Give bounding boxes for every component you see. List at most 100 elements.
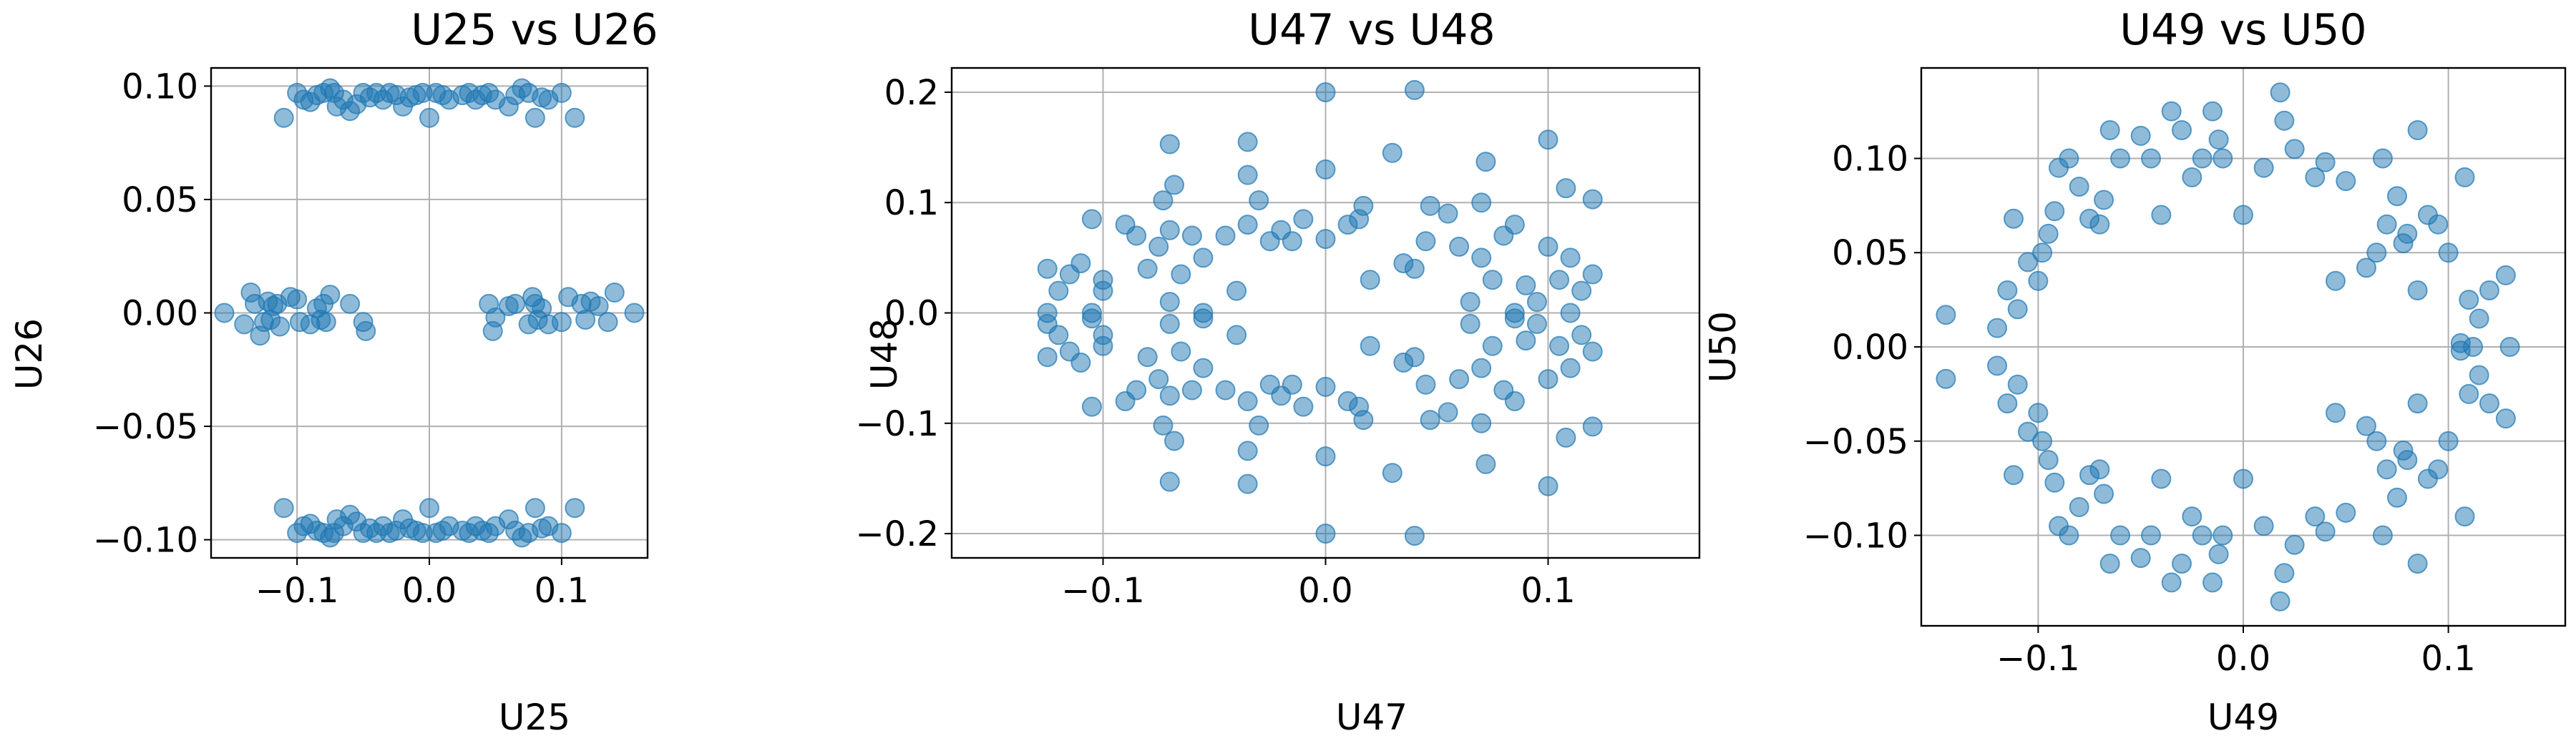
data-point: [1293, 396, 1314, 417]
data-point: [1349, 396, 1370, 417]
data-point: [1081, 396, 1102, 417]
data-point: [2018, 252, 2039, 273]
data-point: [1582, 264, 1603, 285]
data-point: [1159, 471, 1180, 492]
data-point: [234, 314, 255, 335]
data-point: [1181, 225, 1202, 246]
data-point: [2305, 167, 2326, 187]
data-point: [1538, 369, 1558, 390]
data-point: [1115, 215, 1136, 235]
data-point: [1171, 264, 1191, 285]
data-point: [482, 320, 503, 341]
data-point: [1475, 152, 1496, 172]
data-point: [340, 293, 361, 314]
data-point: [1571, 325, 1592, 345]
data-point: [1037, 258, 1058, 279]
data-point: [565, 498, 585, 519]
data-point: [2212, 148, 2233, 169]
data-point: [2372, 525, 2393, 546]
data-point: [1571, 280, 1592, 301]
data-point: [1997, 280, 2018, 300]
data-point: [1093, 335, 1113, 356]
data-point: [2407, 393, 2428, 414]
data-point: [2284, 534, 2305, 555]
data-point: [1549, 335, 1570, 356]
data-point: [2212, 525, 2233, 546]
data-point: [2356, 416, 2376, 436]
subplot-u25-vs-u26: −0.1 0.0 0.1 −0.10 −0.05 0.00 0.05 0.10 U25 vs …: [9, 5, 658, 738]
data-point: [2284, 139, 2305, 159]
data-point: [2003, 208, 2024, 229]
data-point: [1471, 192, 1492, 213]
data-point: [2130, 125, 2151, 146]
data-point: [2315, 521, 2336, 542]
data-point: [1549, 270, 1570, 290]
data-point: [214, 303, 235, 323]
data-point: [1115, 391, 1136, 411]
data-point: [2028, 270, 2049, 291]
data-point: [525, 498, 545, 519]
data-point: [1137, 258, 1158, 279]
data-point: [1471, 413, 1492, 433]
data-point: [419, 107, 439, 128]
data-point: [2274, 563, 2295, 584]
data-point: [2079, 465, 2100, 486]
data-point: [2233, 205, 2253, 225]
data-point: [2325, 270, 2346, 291]
data-point: [2110, 525, 2131, 546]
data-point: [2479, 280, 2499, 300]
x-tick-label: −0.1: [1061, 571, 1145, 611]
data-point: [2336, 171, 2356, 192]
data-point: [1415, 374, 1436, 395]
data-point: [1482, 270, 1503, 290]
data-point: [2079, 208, 2100, 229]
data-point: [522, 287, 543, 308]
data-point: [1315, 446, 1336, 467]
y-tick-label: −0.05: [93, 407, 198, 447]
x-axis-label: U49: [2207, 697, 2279, 738]
data-point: [1159, 386, 1180, 406]
data-point: [2049, 157, 2069, 178]
data-point: [624, 303, 645, 323]
data-point: [2469, 365, 2489, 386]
y-tick-label: 0.2: [884, 73, 939, 113]
x-axis-label: U25: [499, 697, 570, 738]
y-tick-label: 0.00: [122, 294, 198, 334]
data-point: [1936, 305, 1956, 325]
y-tick-label: −0.05: [1803, 422, 1908, 462]
data-point: [2018, 421, 2039, 442]
x-tick-label: 0.0: [402, 571, 457, 611]
y-axis-label: U48: [864, 318, 905, 390]
y-axis-label: U50: [1702, 311, 1744, 383]
data-point: [1438, 203, 1458, 224]
data-point: [1516, 330, 1536, 351]
data-point: [2495, 265, 2516, 285]
x-tick-label: 0.0: [2216, 639, 2270, 679]
data-point: [2438, 242, 2459, 263]
data-point: [1159, 134, 1180, 154]
data-point: [2192, 148, 2212, 169]
data-point: [1582, 416, 1603, 437]
data-point: [2049, 516, 2069, 536]
data-point: [2417, 468, 2438, 489]
data-point: [1237, 441, 1258, 461]
data-point: [2393, 233, 2414, 254]
data-point: [2007, 299, 2028, 320]
data-point: [1420, 410, 1440, 431]
data-point: [1048, 280, 1069, 301]
data-point: [1293, 209, 1314, 230]
data-point: [1360, 270, 1380, 290]
data-point: [2469, 308, 2489, 329]
y-axis-label: U26: [9, 318, 50, 390]
x-tick-label: 0.1: [1521, 571, 1575, 611]
data-point: [2094, 484, 2114, 504]
data-point: [525, 107, 545, 128]
data-point: [2376, 459, 2397, 480]
data-point: [2182, 506, 2202, 527]
data-point: [1404, 258, 1425, 279]
chart-title: U47 vs U48: [1248, 5, 1495, 55]
data-point: [2325, 403, 2346, 423]
data-point: [1282, 374, 1302, 395]
data-point: [1159, 313, 1180, 334]
data-point: [1153, 190, 1174, 211]
